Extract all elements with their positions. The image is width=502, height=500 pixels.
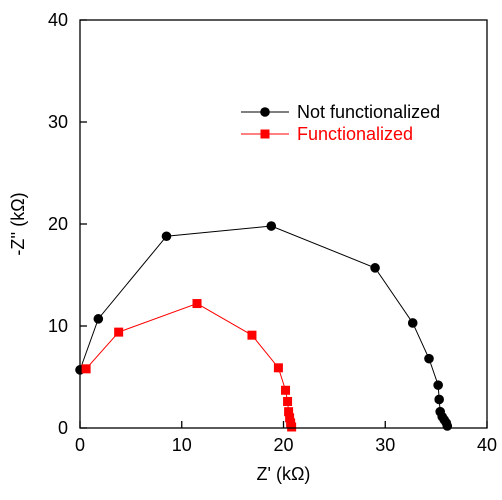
axis-ticks: 0 10 20 30 40 0 10 20 30 40 [48,10,497,455]
legend-entry: Not functionalized [241,102,440,122]
data-point [433,380,443,390]
series-1 [81,299,297,432]
data-point [424,353,434,364]
data-point [434,394,444,405]
y-axis-label: -Z'' (kΩ) [8,192,28,255]
legend-marker [260,107,270,117]
data-point [407,318,418,328]
y-tick-label: 0 [58,418,68,438]
series-0 [75,221,453,431]
x-tick-label: 30 [375,435,395,455]
data-point [93,314,104,324]
x-axis-label: Z' (kΩ) [257,464,311,484]
plot-marks [75,221,453,432]
data-point [284,407,294,417]
series-line [85,303,293,428]
data-point [281,385,291,395]
plot-frame [79,19,488,429]
data-point [285,413,295,423]
legend-entry: Functionalized [241,124,413,144]
data-point [81,364,91,374]
x-tick-label: 10 [172,435,192,455]
x-tick-label: 40 [477,435,497,455]
x-tick-label: 0 [75,435,85,455]
y-tick-label: 20 [48,214,68,234]
data-point [266,221,277,231]
legend-marker [260,129,270,139]
x-tick-label: 20 [273,435,293,455]
data-point [273,363,283,373]
data-point [283,396,293,406]
data-point [442,421,453,431]
data-point [114,327,124,337]
y-tick-label: 40 [48,10,68,30]
data-point [370,263,380,273]
data-point [192,299,202,309]
data-point [247,330,257,340]
legend-label: Functionalized [297,124,413,144]
y-tick-label: 30 [48,112,68,132]
data-point [161,231,172,242]
legend-label: Not functionalized [297,102,440,122]
data-point [287,422,297,432]
y-tick-label: 10 [48,316,68,336]
